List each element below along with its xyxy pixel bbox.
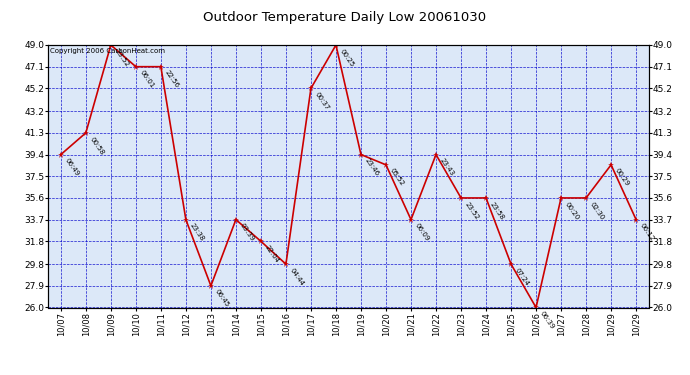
Text: 06:49: 06:49: [63, 158, 80, 177]
Text: 07:24: 07:24: [514, 267, 531, 287]
Text: 06:09: 06:09: [414, 222, 431, 243]
Text: 23:52: 23:52: [464, 201, 480, 220]
Text: Copyright 2006 CarbonHeat.com: Copyright 2006 CarbonHeat.com: [50, 48, 164, 54]
Text: 00:58: 00:58: [88, 136, 105, 156]
Text: 03:39: 03:39: [239, 222, 255, 243]
Text: 02:30: 02:30: [589, 201, 605, 221]
Text: 23:58: 23:58: [489, 201, 505, 220]
Text: 04:44: 04:44: [288, 267, 305, 287]
Text: 06:39: 06:39: [539, 310, 555, 330]
Text: 00:25: 00:25: [339, 48, 355, 68]
Text: 22:04: 22:04: [264, 244, 280, 264]
Text: 05:52: 05:52: [388, 168, 405, 188]
Text: 23:52: 23:52: [114, 48, 130, 68]
Text: 06:12: 06:12: [639, 222, 656, 242]
Text: Outdoor Temperature Daily Low 20061030: Outdoor Temperature Daily Low 20061030: [204, 11, 486, 24]
Text: 22:56: 22:56: [164, 69, 180, 89]
Text: 23:38: 23:38: [188, 222, 205, 242]
Text: 23:43: 23:43: [439, 158, 455, 177]
Text: 00:29: 00:29: [614, 168, 631, 188]
Text: 06:45: 06:45: [214, 289, 230, 309]
Text: 06:01: 06:01: [139, 69, 155, 90]
Text: 00:37: 00:37: [314, 91, 331, 111]
Text: 00:20: 00:20: [564, 201, 580, 221]
Text: 23:46: 23:46: [364, 158, 380, 177]
